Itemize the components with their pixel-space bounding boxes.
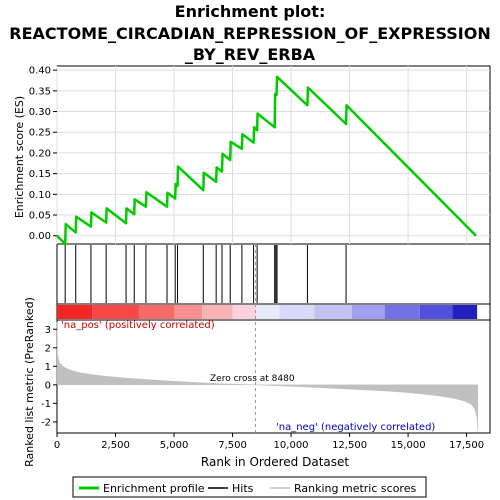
chart-title-line-3: _BY_REV_ERBA	[185, 45, 316, 64]
metric-y-axis-label: Ranked list metric (PreRanked)	[23, 297, 36, 467]
chart-title-line-2: REACTOME_CIRCADIAN_REPRESSION_OF_EXPRESS…	[9, 24, 490, 43]
colorbar-segment	[255, 305, 280, 319]
es-ytick-label: 0.30	[29, 107, 51, 118]
enrichment-profile-line	[56, 75, 477, 246]
ranking-color-bar	[57, 305, 478, 319]
metric-xtick-label: 2,500	[101, 440, 130, 451]
metric-ytick-label: -1	[41, 399, 51, 410]
legend-box	[72, 476, 427, 498]
metric-ytick-label: 3	[45, 325, 51, 336]
metric-ytick-label: 2	[45, 343, 51, 354]
colorbar-segment	[232, 305, 256, 319]
es-ytick-label: 0.20	[29, 148, 51, 159]
es-ytick-label: 0.05	[29, 211, 51, 222]
es-ytick-label: 0.10	[29, 190, 51, 201]
colorbar-segment	[202, 305, 233, 319]
ranking-metric-area	[56, 321, 479, 432]
es-y-axis-label: Enrichment score (ES)	[13, 96, 26, 218]
colorbar-segment	[174, 305, 203, 319]
metric-xtick-label: 15,000	[391, 440, 426, 451]
x-axis-label: Rank in Ordered Dataset	[201, 455, 349, 469]
negative-correlation-label: 'na_neg' (negatively correlated)	[276, 422, 435, 433]
enrichment-panel-frame	[56, 65, 491, 245]
hits-layer	[64, 245, 347, 303]
metric-xtick-label: 17,500	[449, 440, 484, 451]
colorbar-segment	[419, 305, 453, 319]
es-ytick-label: 0.15	[29, 169, 51, 180]
es-ytick-label: 0.00	[29, 231, 51, 242]
chart-title-line-1: Enrichment plot:	[175, 2, 326, 21]
legend-label-hits: Hits	[232, 482, 254, 495]
metric-axes: -2 -1 0 1 2 3 0 2,500 5,000 7,500 10,000 12,500 15,0…	[41, 325, 484, 451]
metric-panel-frame	[56, 319, 491, 434]
es-line-layer	[56, 75, 477, 246]
colorbar-segment	[279, 305, 315, 319]
hits-panel-frame	[56, 243, 491, 305]
colorbar-segment	[138, 305, 175, 319]
colorbar-segment	[314, 305, 352, 319]
metric-ytick-label: -2	[41, 417, 51, 428]
es-y-axis: 0.00 0.05 0.10 0.15 0.20 0.25 0.30 0.35 0.40	[29, 66, 57, 242]
es-ytick-label: 0.35	[29, 86, 51, 97]
metric-xtick-label: 7,500	[218, 440, 247, 451]
colorbar-segment	[351, 305, 385, 319]
positive-correlation-label: 'na_pos' (positively correlated)	[61, 320, 215, 331]
metric-xtick-label: 10,000	[274, 440, 309, 451]
metric-ytick-label: 0	[45, 380, 51, 391]
legend-label-enrichment-profile: Enrichment profile	[103, 482, 205, 495]
es-ytick-label: 0.25	[29, 128, 51, 139]
metric-xtick-label: 0	[54, 440, 60, 451]
colorbar-segment	[384, 305, 420, 319]
zero-cross-label: Zero cross at 8480	[210, 374, 295, 384]
colorbar-segment	[57, 305, 93, 319]
es-grid	[56, 66, 490, 244]
colorbar-segment	[92, 305, 139, 319]
metric-ytick-label: 1	[45, 362, 51, 373]
colorbar-segment	[452, 305, 478, 319]
metric-layer	[56, 244, 479, 433]
metric-xtick-label: 12,500	[332, 440, 367, 451]
metric-xtick-label: 5,000	[160, 440, 189, 451]
legend-label-ranking-metric: Ranking metric scores	[294, 482, 416, 495]
es-ytick-label: 0.40	[29, 66, 51, 77]
